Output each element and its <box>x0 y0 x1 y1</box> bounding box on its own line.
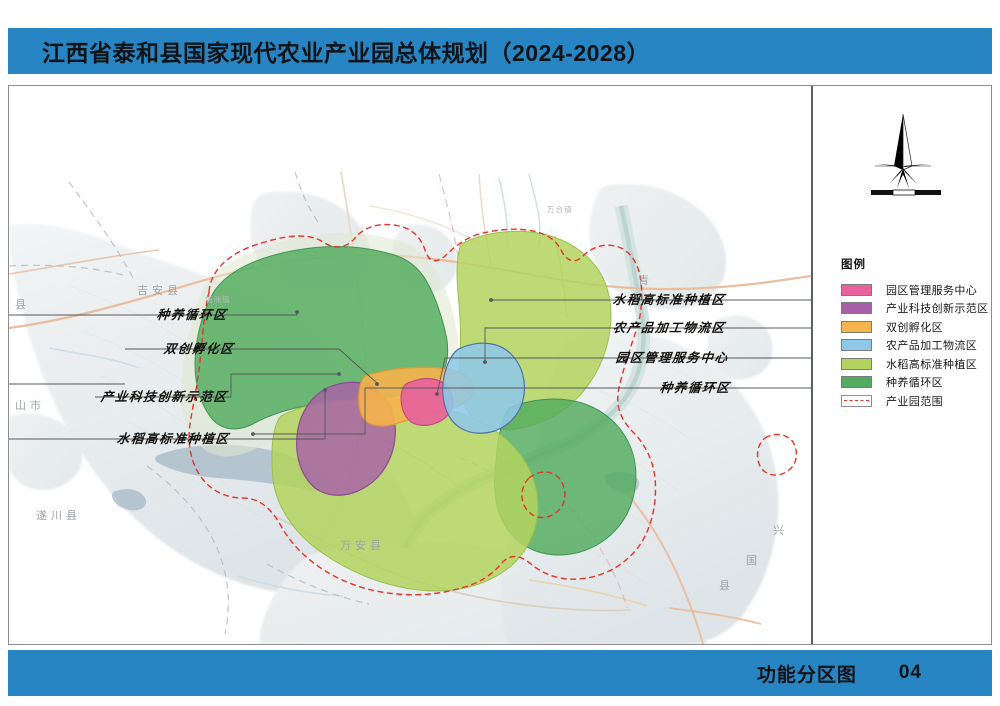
legend-swatch-processing-logistics <box>841 339 872 351</box>
place-label-xian-west: 县 <box>15 299 30 311</box>
place-label-suichuan-xian: 遂川县 <box>36 510 81 522</box>
legend-label-incubation: 双创孵化区 <box>886 321 943 334</box>
legend-item-incubation[interactable]: 双创孵化区 <box>841 318 987 335</box>
legend-label-innovation-demo: 产业科技创新示范区 <box>886 303 989 315</box>
place-label-wanan-xian: 万安县 <box>340 540 385 552</box>
callout-right-1: 农产品加工物流区 <box>612 321 727 335</box>
legend-item-breeding-cycle[interactable]: 种养循环区 <box>841 374 987 391</box>
north-arrow-icon <box>875 113 931 188</box>
place-label-qing: 青 <box>638 275 653 287</box>
legend-swatch-breeding-cycle <box>841 376 872 388</box>
place-label-shanshi: 山市 <box>15 400 45 412</box>
legend-label-rice-planting: 水稻高标准种植区 <box>886 358 978 371</box>
legend-item-processing-logistics[interactable]: 农产品加工物流区 <box>841 337 987 354</box>
map-graphic <box>9 86 811 644</box>
scale-bar <box>871 189 941 196</box>
park-boundary-layer <box>188 223 798 596</box>
place-label-guo: 国 <box>746 555 761 567</box>
town-label-tangzhou: 塘洲镇 <box>205 295 231 304</box>
legend-panel: 图例 园区管理服务中心 产业科技创新示范区 双创孵化区 农产品加工物流区 水稻高… <box>841 256 989 411</box>
legend-label-management-center: 园区管理服务中心 <box>886 284 978 297</box>
panel-divider <box>811 86 813 644</box>
legend-label-processing-logistics: 农产品加工物流区 <box>886 340 978 352</box>
callout-leader-lines <box>9 298 811 440</box>
footer-page-number: 04 <box>898 662 922 683</box>
callout-left-3: 水稻高标准种植区 <box>116 432 231 446</box>
place-label-xing: 兴 <box>773 525 788 537</box>
callout-left-2: 产业科技创新示范区 <box>100 390 229 404</box>
legend-swatch-incubation <box>841 320 872 333</box>
callout-left-1: 双创孵化区 <box>163 342 236 356</box>
legend-item-management-center[interactable]: 园区管理服务中心 <box>841 281 987 298</box>
zones-layer <box>181 230 637 592</box>
callout-right-0: 水稻高标准种植区 <box>612 293 727 307</box>
title-bar: 江西省泰和县国家现代农业产业园总体规划（2024-2028） <box>8 28 992 74</box>
legend-item-park-boundary[interactable]: 产业园范围 <box>841 392 987 409</box>
callout-left-0: 种养循环区 <box>156 308 229 322</box>
legend-title: 图例 <box>841 259 866 271</box>
town-label-wanhe: 万合镇 <box>547 205 573 214</box>
legend-label-breeding-cycle: 种养循环区 <box>886 377 943 389</box>
legend-swatch-park-boundary <box>841 394 872 407</box>
legend-swatch-management-center <box>841 283 872 296</box>
legend-label-park-boundary: 产业园范围 <box>886 395 943 408</box>
legend-swatch-innovation-demo <box>841 302 872 314</box>
map-canvas[interactable]: 种养循环区 双创孵化区 产业科技创新示范区 水稻高标准种植区 水稻高标准种植区 … <box>9 86 811 644</box>
callout-right-3: 种养循环区 <box>659 381 732 395</box>
place-label-xian-east: 县 <box>719 580 734 592</box>
legend-item-innovation-demo[interactable]: 产业科技创新示范区 <box>841 300 989 317</box>
callout-right-2: 园区管理服务中心 <box>615 351 730 365</box>
legend-swatch-rice-planting <box>841 357 872 370</box>
legend-item-rice-planting[interactable]: 水稻高标准种植区 <box>841 355 987 372</box>
map-panel: 种养循环区 双创孵化区 产业科技创新示范区 水稻高标准种植区 水稻高标准种植区 … <box>8 85 992 645</box>
page-title: 江西省泰和县国家现代农业产业园总体规划（2024-2028） <box>42 40 650 66</box>
footer-title: 功能分区图 <box>756 664 857 686</box>
footer-bar: 功能分区图 04 <box>8 650 992 696</box>
place-label-jian-xian: 吉安县 <box>137 285 182 297</box>
